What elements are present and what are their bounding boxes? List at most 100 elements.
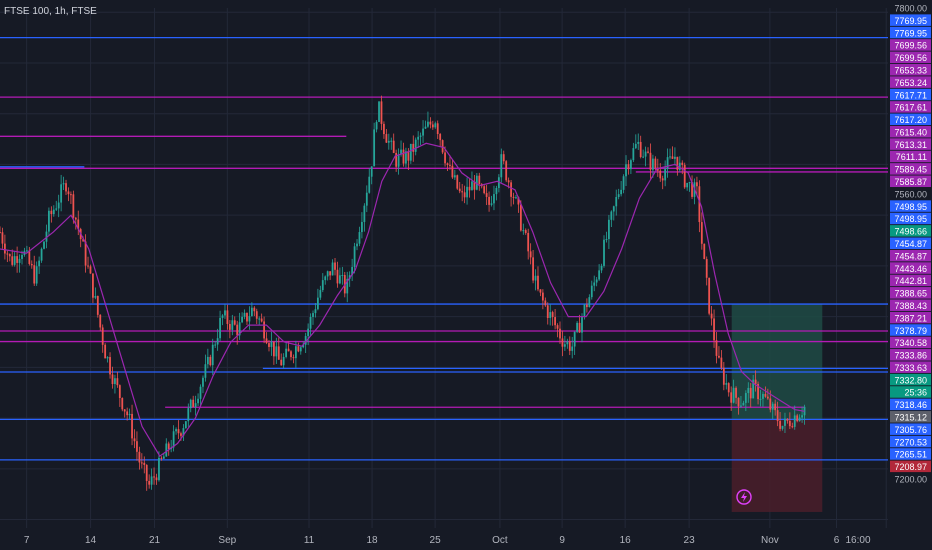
candle-body	[397, 154, 400, 167]
candle-body	[282, 356, 285, 366]
candle-body	[116, 378, 119, 386]
candle-body	[615, 196, 618, 207]
candle-body	[549, 312, 552, 318]
candle-body	[718, 355, 720, 358]
candle-body	[172, 431, 175, 448]
candle-body	[121, 398, 124, 410]
candle-body	[35, 266, 38, 284]
candle-body	[202, 377, 204, 387]
candle-body	[478, 175, 481, 185]
candle-body	[221, 315, 224, 318]
candle-body	[566, 341, 569, 345]
price-axis-badge	[890, 299, 931, 311]
candle-body	[238, 322, 241, 336]
candle-body	[334, 262, 336, 270]
candle-body	[471, 181, 473, 191]
x-tick-label: 21	[149, 535, 161, 546]
candle-body	[74, 217, 77, 220]
candle-body	[373, 129, 376, 167]
candle-body	[248, 316, 251, 322]
price-axis-badge	[890, 76, 931, 88]
candle-body	[253, 307, 256, 312]
candle-body	[527, 232, 530, 252]
price-axis-badge	[890, 448, 931, 460]
candle-body	[143, 462, 146, 465]
candle-body	[387, 140, 390, 143]
candle-body	[757, 383, 759, 400]
candle-body	[541, 292, 544, 301]
price-axis-label: 7388.43	[894, 301, 927, 311]
lightning-icon	[736, 489, 752, 505]
candle-body	[138, 451, 141, 463]
candle-body	[593, 282, 596, 286]
candle-body	[336, 269, 339, 284]
chart-title: FTSE 100, 1h, FTSE	[4, 6, 97, 17]
candle-body	[258, 318, 261, 320]
x-tick-label: 16:00	[845, 535, 870, 546]
candle-body	[446, 163, 449, 165]
candle-body	[674, 156, 676, 159]
candle-body	[8, 254, 11, 257]
candle-body	[517, 197, 520, 205]
candle-body	[231, 320, 234, 330]
candle-body	[94, 296, 97, 298]
candle-body	[199, 386, 202, 399]
price-axis-badge	[890, 163, 931, 175]
candle-body	[610, 211, 613, 220]
candle-body	[730, 392, 733, 403]
candle-body	[598, 270, 601, 280]
candle-body	[458, 188, 461, 192]
price-axis-label: 7617.20	[894, 115, 927, 125]
candle-body	[784, 418, 786, 426]
candle-body	[427, 121, 429, 127]
price-axis-badge	[890, 200, 931, 212]
candle-body	[722, 367, 725, 385]
price-axis-badge	[890, 249, 931, 262]
price-axis-label: 7333.63	[894, 363, 927, 373]
price-axis-badge	[890, 274, 931, 287]
candle-body	[563, 344, 566, 347]
candle-body	[182, 428, 185, 436]
candle-body	[339, 275, 341, 284]
x-tick-label: Oct	[492, 535, 508, 546]
candle-body	[216, 338, 219, 345]
price-axis-badge	[890, 138, 931, 150]
candle-body	[676, 156, 679, 170]
candle-body	[33, 265, 36, 284]
candle-body	[656, 167, 659, 171]
candle-body	[250, 307, 253, 317]
candle-body	[581, 316, 583, 333]
candle-body	[796, 415, 799, 422]
candle-body	[762, 393, 764, 399]
price-axis-label: 7208.97	[894, 462, 927, 472]
candle-body	[400, 149, 402, 155]
candle-body	[524, 230, 527, 233]
lightning-icon-bolt	[741, 492, 747, 502]
candle-body	[664, 168, 667, 181]
candle-body	[302, 344, 305, 348]
candle-body	[603, 239, 605, 266]
candle-body	[537, 275, 539, 290]
candle-body	[422, 128, 424, 136]
candle-body	[307, 328, 310, 337]
x-tick-label: 25	[430, 535, 442, 546]
candle-body	[321, 280, 324, 291]
price-axis-label: 7699.56	[894, 53, 927, 63]
candle-body	[710, 313, 713, 319]
candle-body	[769, 398, 772, 410]
candle-body	[605, 239, 608, 241]
price-axis-label: 7265.51	[894, 450, 927, 460]
candle-body	[568, 341, 571, 351]
candle-body	[742, 402, 745, 406]
candle-body	[43, 241, 45, 249]
candle-body	[341, 275, 344, 277]
candle-body	[326, 271, 329, 277]
candle-body	[150, 476, 153, 485]
candle-body	[507, 180, 510, 183]
x-tick-label: 18	[367, 535, 379, 546]
candle-body	[659, 170, 662, 179]
candle-body	[50, 210, 53, 215]
candle-body	[696, 182, 698, 187]
candle-body	[583, 304, 586, 317]
